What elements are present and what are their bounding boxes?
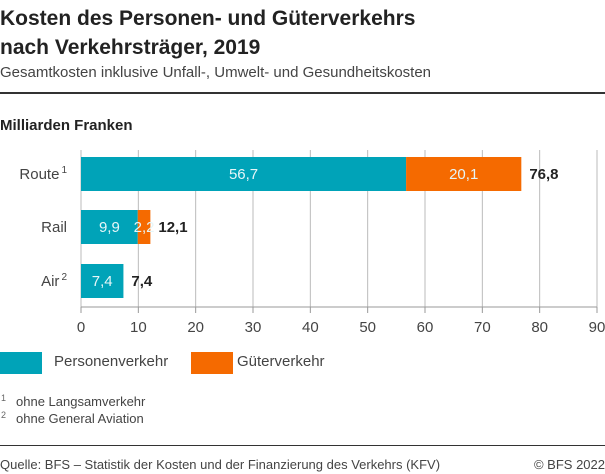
x-tick-label: 50: [359, 319, 376, 336]
x-tick-label: 40: [302, 319, 319, 336]
divider-bottom: [0, 445, 605, 446]
total-label: 76,8: [529, 166, 558, 183]
unit-label: Milliarden Franken: [0, 117, 133, 134]
x-tick-label: 80: [531, 319, 548, 336]
footnote-1: ohne Langsamverkehr: [16, 394, 146, 409]
category-label: Route 1: [19, 165, 67, 183]
footnote-mark-1: 1: [1, 393, 7, 403]
divider-top: [0, 92, 605, 94]
x-tick-label: 90: [589, 319, 605, 336]
x-tick-label: 30: [245, 319, 262, 336]
bar-value-label: 7,4: [92, 273, 113, 290]
chart-subtitle: Gesamtkosten inklusive Unfall-, Umwelt- …: [0, 64, 432, 81]
x-tick-label: 10: [130, 319, 147, 336]
source-text: Quelle: BFS – Statistik der Kosten und d…: [0, 457, 441, 472]
legend-swatch-gueterverkehr: [191, 352, 233, 374]
footnote-mark-2: 2: [1, 410, 7, 420]
bar-value-label: 9,9: [99, 219, 120, 236]
legend-label-personenverkehr: Personenverkehr: [54, 353, 169, 370]
bar-value-label: 20,1: [449, 166, 478, 183]
bar-gueterverkehr: [406, 157, 522, 191]
legend-swatch-personenverkehr: [0, 352, 42, 374]
category-label: Rail: [41, 219, 67, 236]
bar-gueterverkehr: [137, 210, 151, 244]
chart-title: Kosten des Personen- und Güterverkehrs na…: [0, 4, 415, 62]
title-line-2: nach Verkehrsträger, 2019: [0, 36, 261, 59]
total-label: 7,4: [131, 273, 153, 290]
bar-personenverkehr: [81, 210, 138, 244]
total-label: 12,1: [158, 219, 187, 236]
footnote-ref: 2: [61, 272, 67, 283]
x-tick-label: 20: [187, 319, 204, 336]
x-tick-label: 70: [474, 319, 491, 336]
bar-personenverkehr: [81, 264, 124, 298]
bar-value-label: 56,7: [229, 166, 258, 183]
category-label: Air 2: [41, 272, 67, 290]
bar-chart: 0 10 20 30 40 50 60 70 80 90 Route 1 56,7 20,1 76,8 Rai…: [19, 150, 605, 336]
legend-label-gueterverkehr: Güterverkehr: [237, 353, 325, 370]
bar-value-label: 2,2: [134, 219, 155, 236]
copyright: © BFS 2022: [533, 457, 605, 472]
footnote-ref: 1: [61, 165, 67, 176]
title-line-1: Kosten des Personen- und Güterverkehrs: [0, 7, 416, 30]
footnote-2: ohne General Aviation: [16, 411, 144, 426]
x-tick-label: 60: [417, 319, 434, 336]
x-tick-label: 0: [77, 319, 85, 336]
bar-personenverkehr: [81, 157, 407, 191]
